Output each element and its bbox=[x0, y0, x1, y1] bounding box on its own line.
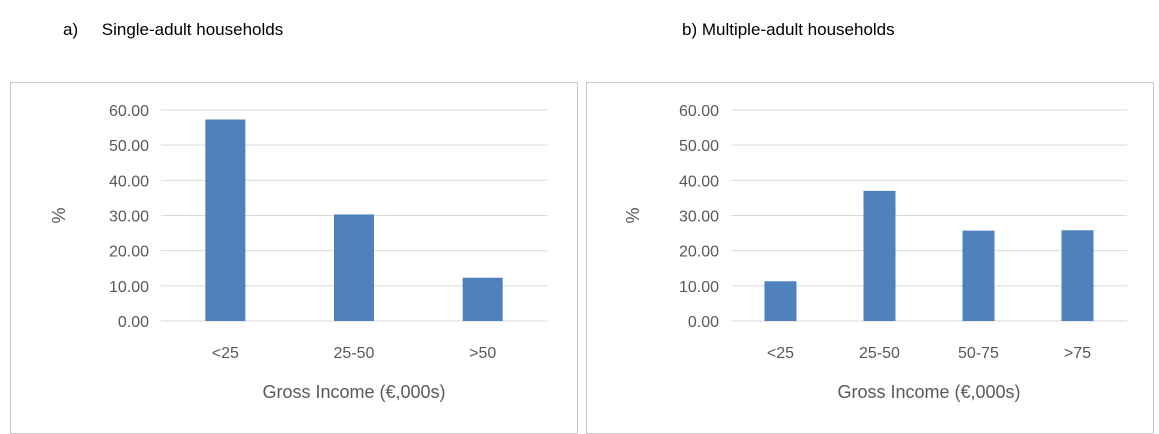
x-axis-title: Gross Income (€,000s) bbox=[262, 382, 445, 402]
panel-a-label: a) bbox=[63, 20, 79, 39]
bar bbox=[863, 190, 896, 321]
panel-a-title-text: Single-adult households bbox=[101, 20, 284, 39]
panel-b-title: b) Multiple-adult households bbox=[682, 20, 895, 39]
bar bbox=[462, 277, 503, 321]
x-tick-label: >50 bbox=[469, 345, 496, 362]
bar bbox=[334, 214, 374, 321]
y-tick-label: 50.00 bbox=[679, 138, 719, 155]
y-tick-label: 10.00 bbox=[109, 279, 149, 296]
y-tick-label: 40.00 bbox=[679, 173, 719, 190]
chart-b-svg: 0.00 10.00 20.00 30.00 40.00 50.00 60.00 <25 25-… bbox=[623, 103, 1127, 402]
y-axis-title: % bbox=[49, 207, 69, 223]
bar bbox=[1061, 230, 1094, 321]
chart-b: 0.00 10.00 20.00 30.00 40.00 50.00 60.00 <25 25-… bbox=[586, 82, 1154, 434]
x-tick-label: 25-50 bbox=[859, 345, 900, 362]
y-tick-label: 30.00 bbox=[109, 209, 149, 226]
bar bbox=[205, 119, 246, 321]
bar bbox=[962, 230, 995, 321]
panel-a-title: a) Single-adult households bbox=[63, 20, 283, 40]
x-tick-label: <25 bbox=[212, 345, 239, 362]
x-axis-title: Gross Income (€,000s) bbox=[837, 382, 1020, 402]
x-tick-label: 25-50 bbox=[334, 345, 375, 362]
y-tick-label: 20.00 bbox=[679, 244, 719, 261]
y-tick-label: 0.00 bbox=[688, 314, 719, 331]
x-tick-label: 50-75 bbox=[958, 345, 999, 362]
y-tick-label: 60.00 bbox=[679, 103, 719, 120]
y-tick-label: 30.00 bbox=[679, 209, 719, 226]
chart-a-svg: 0.00 10.00 20.00 30.00 40.00 50.00 60.00 <25 25-… bbox=[49, 103, 547, 402]
y-tick-label: 20.00 bbox=[109, 244, 149, 261]
bar bbox=[764, 281, 797, 321]
chart-a: 0.00 10.00 20.00 30.00 40.00 50.00 60.00 <25 25-… bbox=[10, 82, 578, 434]
y-tick-label: 10.00 bbox=[679, 279, 719, 296]
y-axis-title: % bbox=[623, 207, 643, 223]
y-tick-label: 0.00 bbox=[118, 314, 149, 331]
y-tick-label: 60.00 bbox=[109, 103, 149, 120]
y-tick-label: 50.00 bbox=[109, 138, 149, 155]
x-tick-label: >75 bbox=[1064, 345, 1091, 362]
x-tick-label: <25 bbox=[767, 345, 794, 362]
y-tick-label: 40.00 bbox=[109, 173, 149, 190]
